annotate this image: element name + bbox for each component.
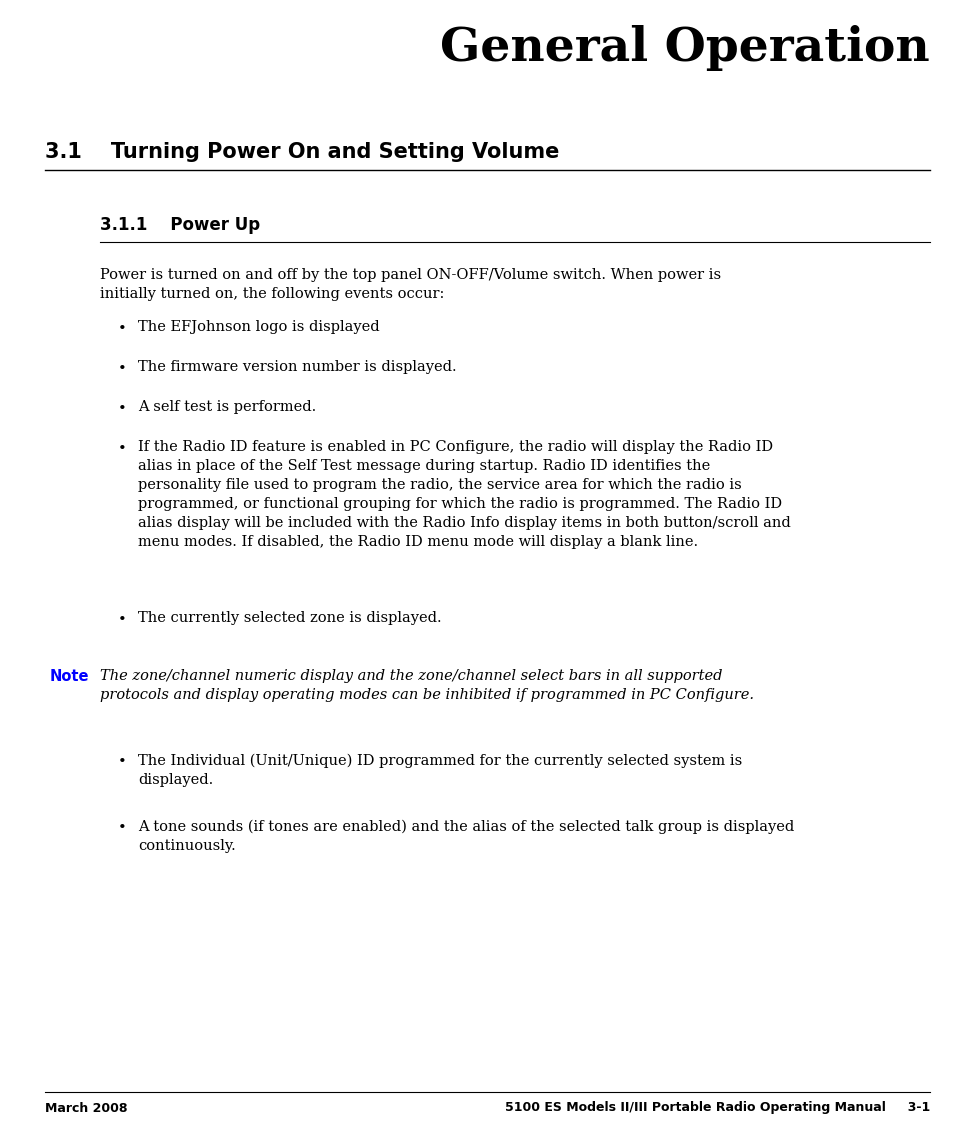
Text: •: •: [118, 755, 127, 769]
Text: A tone sounds (if tones are enabled) and the alias of the selected talk group is: A tone sounds (if tones are enabled) and…: [138, 820, 794, 852]
Text: If the Radio ID feature is enabled in PC Configure, the radio will display the R: If the Radio ID feature is enabled in PC…: [138, 440, 791, 549]
Text: The firmware version number is displayed.: The firmware version number is displayed…: [138, 360, 457, 374]
Text: 3.1.1    Power Up: 3.1.1 Power Up: [100, 216, 261, 234]
Text: •: •: [118, 822, 127, 835]
Text: The zone/channel numeric display and the zone/channel select bars in all support: The zone/channel numeric display and the…: [100, 669, 754, 702]
Text: 3.1    Turning Power On and Setting Volume: 3.1 Turning Power On and Setting Volume: [45, 142, 559, 161]
Text: General Operation: General Operation: [440, 25, 930, 71]
Text: •: •: [118, 613, 127, 627]
Text: •: •: [118, 443, 127, 456]
Text: A self test is performed.: A self test is performed.: [138, 400, 316, 414]
Text: •: •: [118, 362, 127, 376]
Text: •: •: [118, 322, 127, 336]
Text: The Individual (Unit/Unique) ID programmed for the currently selected system is
: The Individual (Unit/Unique) ID programm…: [138, 753, 743, 787]
Text: •: •: [118, 402, 127, 417]
Text: March 2008: March 2008: [45, 1102, 128, 1114]
Text: The EFJohnson logo is displayed: The EFJohnson logo is displayed: [138, 320, 380, 334]
Text: Power is turned on and off by the top panel ON-OFF/Volume switch. When power is
: Power is turned on and off by the top pa…: [100, 268, 721, 301]
Text: The currently selected zone is displayed.: The currently selected zone is displayed…: [138, 611, 441, 624]
Text: Note: Note: [50, 669, 90, 684]
Text: 5100 ES Models II/III Portable Radio Operating Manual     3-1: 5100 ES Models II/III Portable Radio Ope…: [505, 1102, 930, 1114]
